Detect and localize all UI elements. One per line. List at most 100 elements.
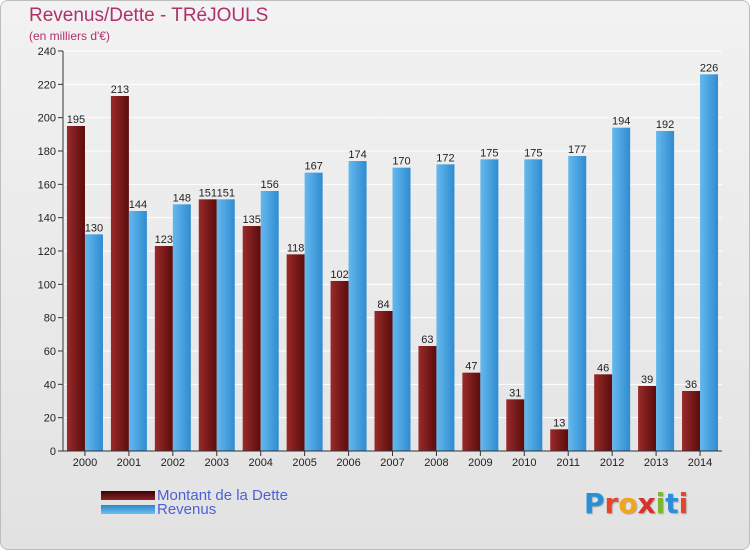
bar-revenus <box>216 199 235 451</box>
x-tick-label: 2001 <box>117 457 141 469</box>
chart-unit-label: (en milliers d'€) <box>29 29 110 43</box>
data-label-revenus: 226 <box>700 62 718 74</box>
y-tick-label: 160 <box>38 179 56 191</box>
bar-revenus <box>480 159 499 452</box>
data-label-dette: 84 <box>377 299 389 311</box>
data-label-dette: 47 <box>465 361 477 373</box>
data-labels: 195 130 213 144 123 148 151 151 135 156 118 167 102 1… <box>67 62 718 429</box>
x-tick-label: 2009 <box>468 457 492 469</box>
data-label-revenus: 144 <box>129 199 147 211</box>
bar-revenus <box>304 172 323 451</box>
data-label-dette: 31 <box>509 387 521 399</box>
data-label-revenus: 172 <box>436 152 454 164</box>
bar-revenus <box>436 164 455 452</box>
x-tick-label: 2014 <box>688 457 712 469</box>
y-tick-label: 60 <box>44 346 56 358</box>
legend-item-revenus: Revenus <box>101 500 217 518</box>
y-tick-label: 20 <box>44 413 56 425</box>
logo-letter: r <box>604 487 619 520</box>
axes: 0 20 40 60 80 100 120 140 160 180 200 220 240 2000 200… <box>38 46 722 469</box>
data-label-revenus: 192 <box>656 119 674 131</box>
data-label-dette: 36 <box>685 379 697 391</box>
data-label-revenus: 194 <box>612 116 630 128</box>
bar-revenus <box>612 127 631 452</box>
data-label-dette: 118 <box>287 242 305 254</box>
x-tick-label: 2011 <box>556 457 580 469</box>
y-tick-label: 180 <box>38 146 56 158</box>
x-tick-label: 2012 <box>600 457 624 469</box>
bar-dette <box>594 374 613 451</box>
y-tick-label: 140 <box>38 213 56 225</box>
logo-letter: P <box>584 487 605 520</box>
y-tick-label: 40 <box>44 379 56 391</box>
data-label-revenus: 156 <box>261 179 279 191</box>
data-label-dette: 13 <box>553 417 565 429</box>
bar-revenus <box>524 159 543 452</box>
data-label-revenus: 174 <box>348 149 366 161</box>
data-label-revenus: 175 <box>480 147 498 159</box>
y-tick-label: 220 <box>38 79 56 91</box>
y-tick-label: 240 <box>38 46 56 58</box>
logo-letter: t <box>665 487 679 520</box>
bar-revenus <box>568 156 587 451</box>
data-label-revenus: 130 <box>85 222 103 234</box>
bar-dette <box>242 226 261 451</box>
bar-dette <box>550 429 569 451</box>
y-tick-label: 120 <box>38 246 56 258</box>
bar-dette <box>110 96 129 451</box>
data-label-revenus: 170 <box>392 156 410 168</box>
bar-revenus <box>128 211 147 451</box>
data-label-dette: 102 <box>330 269 348 281</box>
bar-dette <box>462 372 481 451</box>
data-label-revenus: 151 <box>217 187 235 199</box>
y-tick-label: 0 <box>50 446 56 458</box>
data-label-dette: 123 <box>155 234 173 246</box>
bar-dette <box>330 281 349 451</box>
proxiti-logo: Proxiti <box>584 487 688 520</box>
legend-item-dette: Montant de la Dette <box>101 486 288 504</box>
logo-letter: o <box>618 487 638 520</box>
data-label-dette: 63 <box>421 334 433 346</box>
bar-dette <box>682 391 701 451</box>
data-label-dette: 135 <box>243 214 261 226</box>
y-tick-label: 200 <box>38 113 56 125</box>
bar-dette <box>638 386 657 451</box>
bar-dette <box>374 311 393 451</box>
x-tick-label: 2000 <box>73 457 97 469</box>
legend-label-revenus: Revenus <box>157 500 217 518</box>
x-tick-label: 2003 <box>205 457 229 469</box>
logo-letter: x <box>637 487 656 520</box>
legend-swatch-revenus <box>101 504 155 514</box>
legend-swatch-dette <box>101 490 155 500</box>
bar-revenus <box>260 191 279 451</box>
logo-letter: i <box>678 487 689 520</box>
chart-title: Revenus/Dette - TRéJOULS <box>29 5 269 26</box>
x-tick-label: 2013 <box>644 457 668 469</box>
legend-label-dette: Montant de la Dette <box>157 486 288 504</box>
x-tick-label: 2008 <box>424 457 448 469</box>
x-tick-label: 2007 <box>380 457 404 469</box>
bar-revenus <box>84 234 103 451</box>
bar-dette <box>154 246 173 451</box>
bar-revenus <box>656 131 675 451</box>
data-label-dette: 39 <box>641 374 653 386</box>
bar-dette <box>418 346 437 451</box>
logo-letter: i <box>655 487 666 520</box>
data-label-dette: 195 <box>67 114 85 126</box>
bar-dette <box>198 199 217 451</box>
data-label-dette: 46 <box>597 362 609 374</box>
bar-revenus <box>348 161 367 451</box>
x-tick-label: 2006 <box>336 457 360 469</box>
data-label-revenus: 175 <box>524 147 542 159</box>
bar-dette <box>286 254 305 451</box>
bars <box>66 74 719 452</box>
y-tick-label: 80 <box>44 313 56 325</box>
data-label-dette: 213 <box>111 84 129 96</box>
bar-revenus <box>392 167 411 451</box>
bar-revenus <box>172 204 191 451</box>
data-label-revenus: 177 <box>568 144 586 156</box>
bar-dette <box>506 399 525 451</box>
y-tick-label: 100 <box>38 279 56 291</box>
